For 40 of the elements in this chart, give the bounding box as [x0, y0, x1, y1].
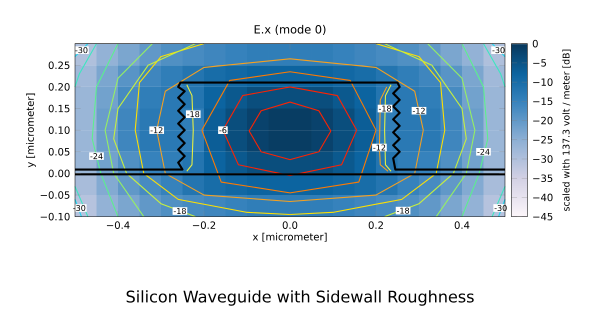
annotation: -30 [75, 47, 88, 54]
color-bar-title: scaled with 137.3 volt / meter [dB] [562, 50, 571, 211]
color-bar-label: −35 [533, 174, 552, 182]
annotation: -30 [73, 204, 86, 212]
annotation: -12 [412, 108, 425, 114]
y-tick-label: 0.05 [48, 148, 70, 156]
y-tick-label: 0.15 [48, 104, 70, 112]
x-tick-label: 0.2 [368, 221, 383, 229]
y-tick-label: 0.20 [48, 83, 70, 91]
color-bar-label: −5 [533, 59, 546, 67]
text: Silicon Waveguide with Sidewall Roughness [126, 290, 474, 306]
annotation: -18 [174, 208, 186, 214]
y-tick-label: 0.10 [48, 126, 70, 134]
y-tick-label: −0.10 [40, 212, 70, 220]
x-tick-label: −0.2 [192, 221, 216, 229]
chart-title: E.x (mode 0) [254, 24, 326, 35]
color-bar-label: −25 [533, 136, 552, 144]
color-bar-label: 0 [532, 40, 538, 48]
annotation: -18 [378, 106, 392, 112]
annotation: -18 [187, 111, 200, 118]
x-tick-label: −0.4 [106, 221, 130, 229]
y-tick-label: −0.05 [40, 191, 70, 199]
annotation: -24 [477, 148, 490, 155]
y-tick-label: 0.00 [48, 170, 70, 178]
annotation: -12 [373, 144, 386, 150]
x-tick-label: 0.0 [282, 221, 298, 229]
color-bar-label: −15 [533, 98, 552, 106]
color-bar-label: −30 [533, 155, 553, 163]
color-bar-label: −20 [533, 116, 553, 124]
annotation: -30 [492, 47, 505, 54]
y-tick-label: 0.25 [48, 62, 70, 70]
color-bar-label: −40 [533, 194, 553, 202]
x-axis-title: x [micrometer] [252, 232, 327, 242]
annotation: -24 [90, 153, 103, 160]
annotation: -18 [396, 208, 410, 214]
y-axis-title: y [micrometer] [26, 94, 36, 168]
color-bar-label: −10 [533, 78, 553, 86]
annotation: -6 [219, 127, 226, 134]
color-bar-label: −45 [533, 212, 552, 220]
x-tick-label: 0.4 [454, 221, 470, 229]
